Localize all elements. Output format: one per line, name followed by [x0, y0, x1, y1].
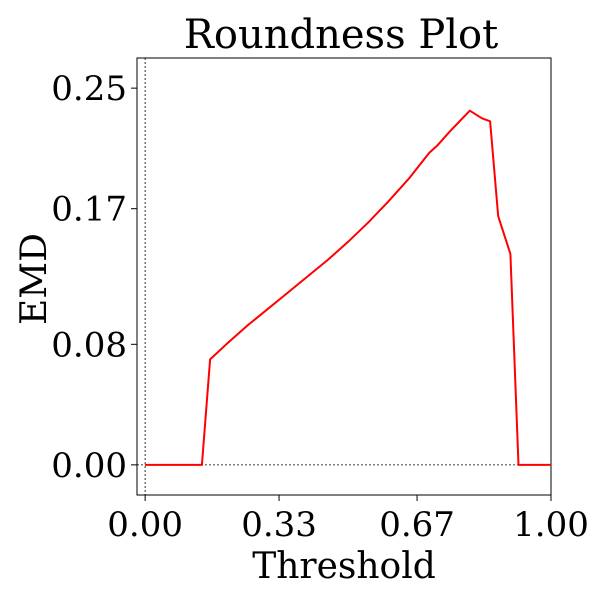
chart-title: Roundness Plot — [184, 12, 498, 58]
x-tick-label: 0.67 — [379, 505, 455, 545]
x-axis: 0.00 0.33 0.67 1.00 — [107, 495, 589, 545]
y-tick-label: 0.25 — [51, 69, 127, 109]
y-axis: 0.00 0.08 0.17 0.25 — [51, 69, 137, 486]
y-axis-label: EMD — [14, 233, 55, 325]
y-tick-label: 0.00 — [51, 446, 127, 486]
x-tick-label: 0.33 — [241, 505, 317, 545]
series-layer — [145, 109, 551, 466]
y-tick-label: 0.17 — [51, 190, 127, 230]
y-tick-label: 0.08 — [51, 325, 127, 365]
series-line-0 — [145, 109, 551, 466]
x-axis-label: Threshold — [252, 546, 436, 587]
x-tick-label: 1.00 — [513, 505, 589, 545]
x-tick-label: 0.00 — [107, 505, 183, 545]
plot-frame — [136, 57, 552, 496]
reference-lines — [137, 58, 551, 495]
